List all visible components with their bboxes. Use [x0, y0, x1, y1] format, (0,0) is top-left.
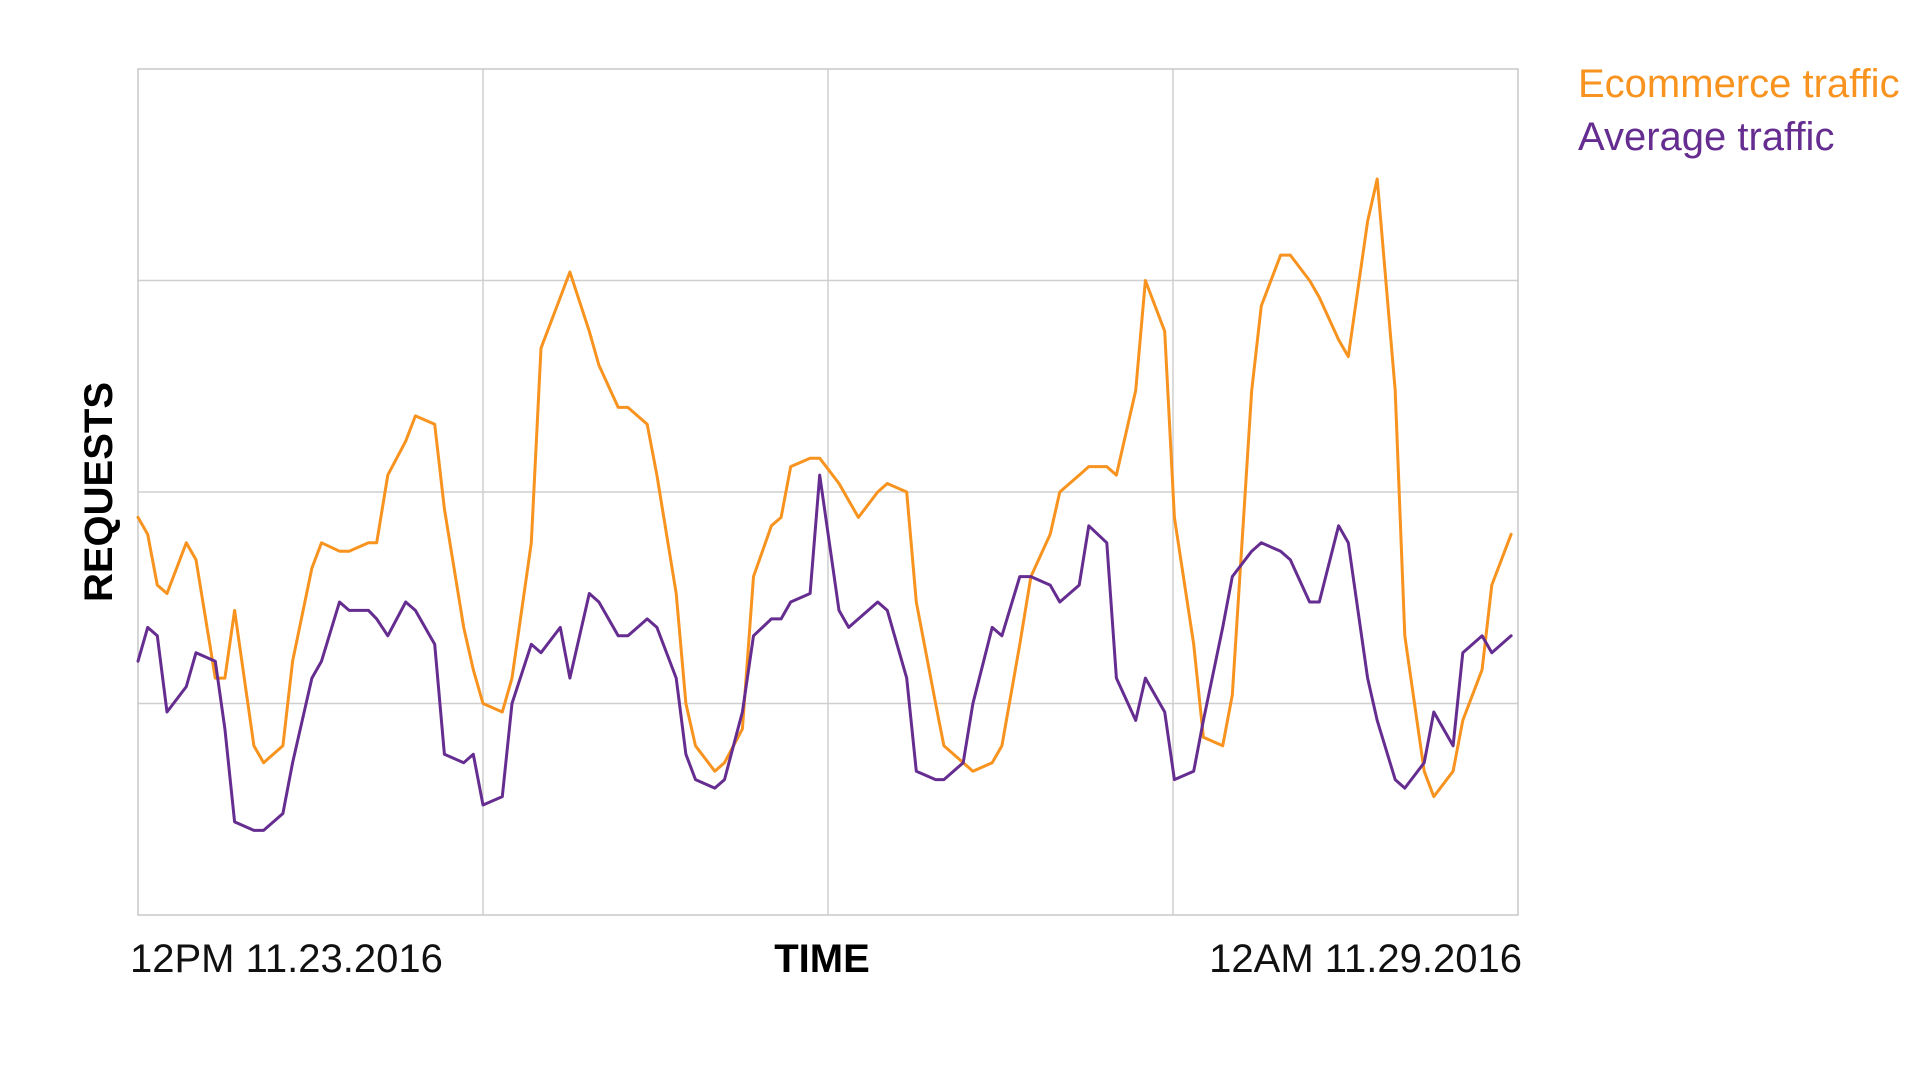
x-tick-label-end: 12AM 11.29.2016	[1209, 937, 1522, 981]
series-line-ecommerce-traffic	[136, 177, 1513, 799]
y-axis-title: REQUESTS	[77, 382, 121, 602]
legend-item-ecommerce-traffic: Ecommerce traffic	[1578, 62, 1900, 106]
x-axis-title: TIME	[774, 937, 870, 981]
series-line-average-traffic	[136, 473, 1513, 832]
grid	[138, 69, 1518, 915]
legend: Ecommerce traffic Average traffic	[1578, 62, 1900, 159]
x-tick-label-start: 12PM 11.23.2016	[130, 937, 443, 981]
series-group	[136, 177, 1513, 832]
legend-item-average-traffic: Average traffic	[1578, 115, 1834, 159]
plot-area-frame	[137, 68, 1519, 916]
